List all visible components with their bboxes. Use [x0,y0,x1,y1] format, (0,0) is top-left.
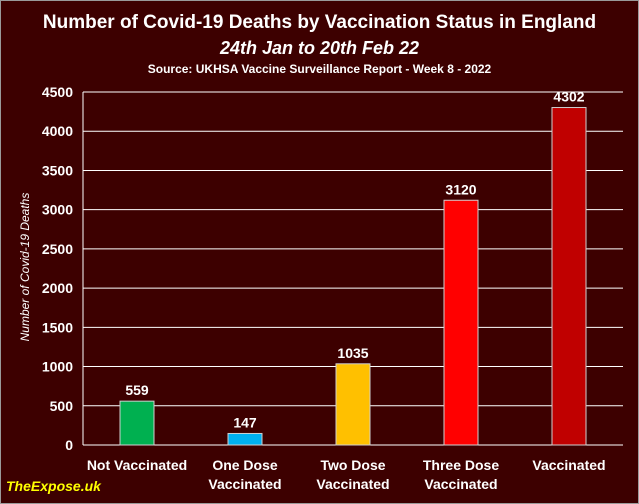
data-label: 559 [125,382,149,398]
y-tick-label: 0 [65,437,73,453]
y-tick-label: 3500 [42,162,73,178]
y-tick-label: 1500 [42,319,73,335]
chart-source: Source: UKHSA Vaccine Surveillance Repor… [147,62,492,76]
bar [119,400,155,446]
chart-title: Number of Covid-19 Deaths by Vaccination… [42,12,597,33]
y-tick-label: 4000 [42,123,73,139]
y-axis-label: Number of Covid-19 Deaths [18,192,32,342]
bar [227,432,263,446]
y-tick-label: 3000 [42,202,73,218]
x-tick-label: Not Vaccinated [87,457,187,473]
bar [443,199,479,446]
data-label: 1035 [337,345,368,361]
data-label: 147 [233,414,257,430]
x-tick-label: Vaccinated [532,457,605,473]
x-tick-label: Three Dose [423,457,499,473]
x-tick-label: Vaccinated [208,476,281,492]
x-tick-label: Two Dose [320,457,385,473]
chart-subtitle: 24th Jan to 20th Feb 22 [219,38,420,58]
x-tick-label: Vaccinated [316,476,389,492]
y-tick-label: 2500 [42,241,73,257]
data-label: 3120 [445,181,476,197]
y-tick-label: 2000 [42,280,73,296]
bar [335,363,371,446]
y-tick-label: 500 [50,398,74,414]
y-tick-label: 1000 [42,359,73,375]
data-label: 4302 [553,89,584,105]
bar [551,107,587,446]
x-tick-label: Vaccinated [424,476,497,492]
watermark: TheExpose.uk [6,478,101,494]
y-tick-label: 4500 [42,84,73,100]
x-tick-label: One Dose [212,457,278,473]
